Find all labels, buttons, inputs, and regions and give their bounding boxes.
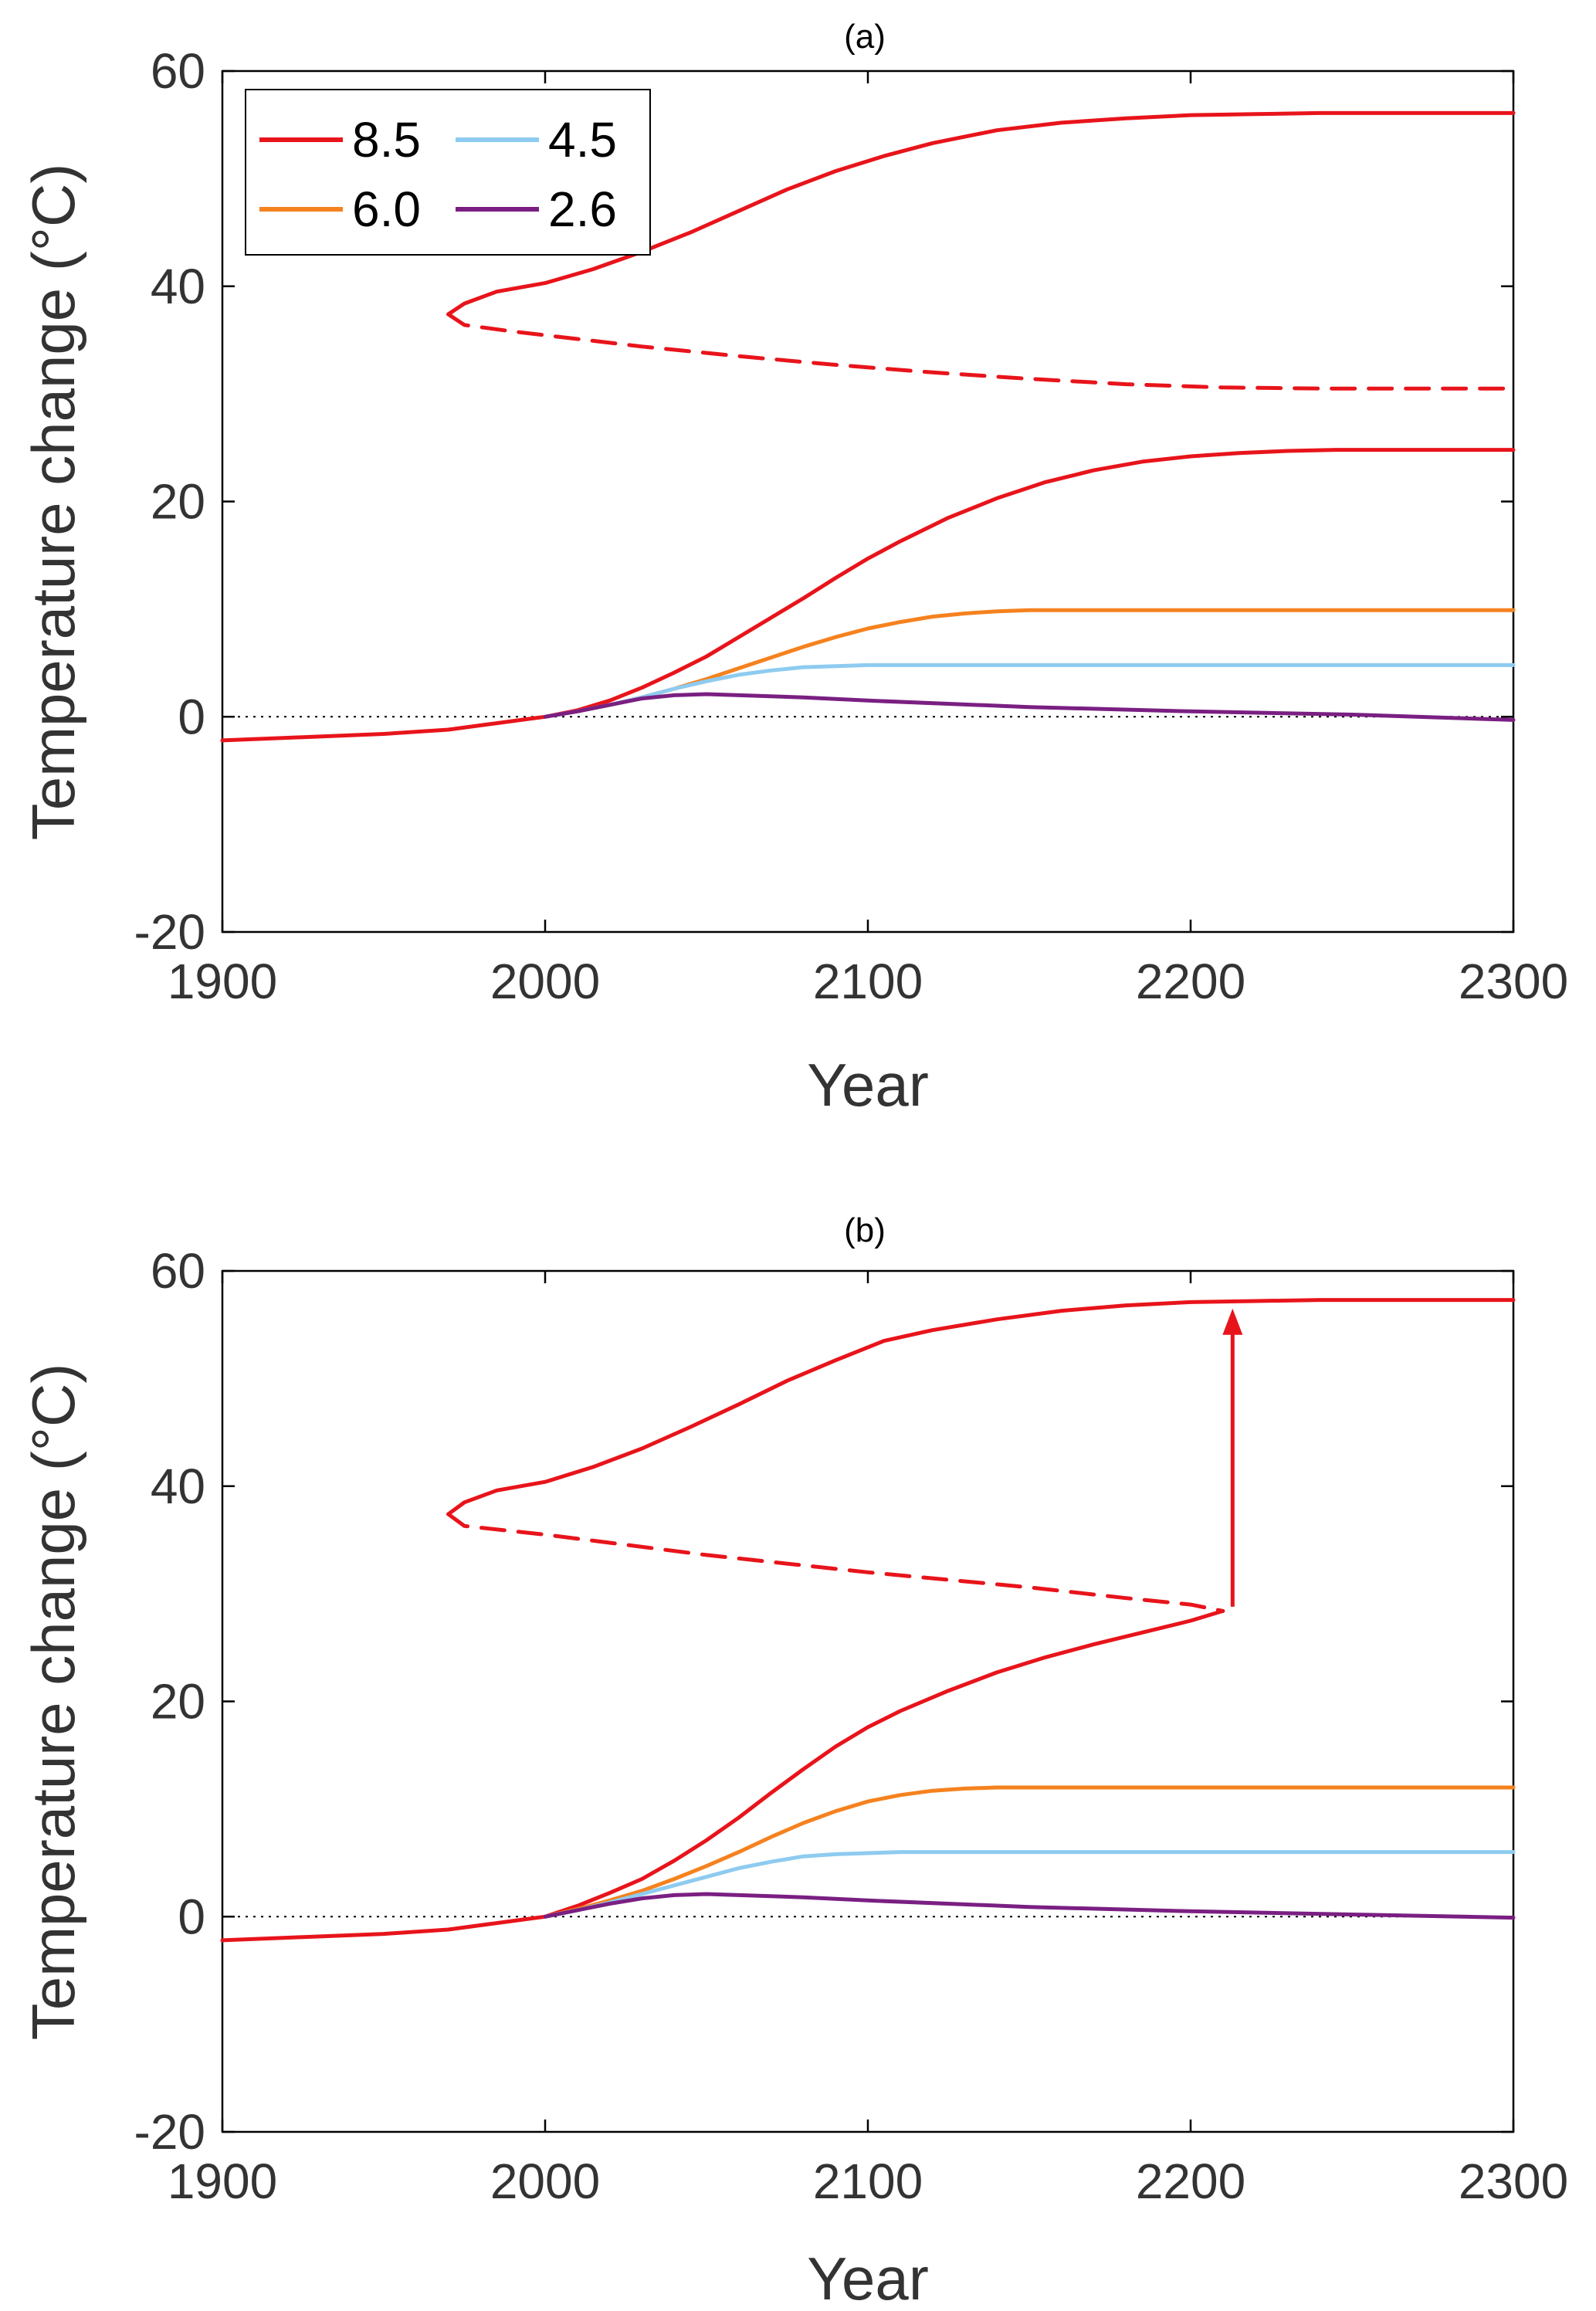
legend: 8.5 4.5 6.0 2.6 — [245, 89, 651, 256]
panel-a-ytick-labels: -20 0 20 40 60 — [134, 43, 206, 960]
panel-b-y-axis-label: Temperature change (°C) — [19, 1364, 87, 2041]
legend-label-6.0: 6.0 — [352, 181, 421, 237]
panel-b-x-axis-label: Year — [807, 2245, 929, 2311]
ytick-label: -20 — [134, 904, 206, 960]
series-8-5-upper-branch — [446, 110, 1516, 317]
panel-b-annotations — [1222, 1308, 1243, 1607]
ytick-label: 60 — [151, 43, 205, 99]
xtick-label: 2200 — [1136, 2153, 1245, 2209]
panel-b-ticks — [221, 1269, 1515, 2133]
panel-a-series — [220, 110, 1516, 743]
legend-label-4.5: 4.5 — [548, 112, 617, 168]
ytick-label: 20 — [151, 474, 205, 530]
legend-box — [245, 89, 651, 256]
xtick-label: 2100 — [813, 954, 923, 1009]
series-8-5 — [220, 1608, 1225, 1943]
ytick-label: 40 — [151, 259, 205, 314]
xtick-label: 2300 — [1459, 954, 1568, 1009]
ytick-label: 0 — [178, 1889, 205, 1944]
panel-a-title: (a) — [844, 18, 886, 56]
panel-b-series — [220, 1298, 1516, 1943]
legend-label-8.5: 8.5 — [352, 112, 421, 168]
panel-b-axes-box — [221, 1269, 1515, 2133]
panel-a-xtick-labels: 1900 2000 2100 2200 2300 — [168, 954, 1568, 1009]
panel-a-x-axis-label: Year — [807, 1051, 929, 1119]
panel-b: (b) -20 0 20 40 60 1900 2000 2100 2200 2… — [19, 1211, 1568, 2311]
ytick-label: 40 — [151, 1459, 205, 1514]
ytick-label: 0 — [178, 689, 205, 744]
xtick-label: 2300 — [1459, 2153, 1568, 2209]
xtick-label: 1900 — [168, 954, 277, 1009]
series-8-5 — [220, 448, 1516, 743]
panel-b-title: (b) — [844, 1211, 886, 1249]
tipping-arrow-head — [1222, 1308, 1243, 1335]
ytick-label: 60 — [151, 1243, 205, 1299]
panel-a-ticks — [221, 69, 1515, 934]
series-8-5-unstable-branch — [446, 312, 1516, 391]
ytick-label: 20 — [151, 1674, 205, 1730]
ytick-label: -20 — [134, 2104, 206, 2160]
series-2-6 — [543, 692, 1516, 722]
panel-a: (a) -20 0 20 40 60 1900 2000 2100 2200 2… — [19, 18, 1568, 1119]
series-2-6 — [543, 1892, 1516, 1920]
series-8-5-upper-branch — [446, 1298, 1516, 1516]
xtick-label: 2000 — [490, 2153, 600, 2209]
panel-b-ytick-labels: -20 0 20 40 60 — [134, 1243, 206, 2160]
series-8-5-unstable-branch — [446, 1512, 1225, 1613]
panel-a-y-axis-label: Temperature change (°C) — [19, 164, 87, 841]
xtick-label: 2000 — [490, 954, 600, 1009]
series-6-0 — [543, 1785, 1516, 1919]
panel-b-xtick-labels: 1900 2000 2100 2200 2300 — [168, 2153, 1568, 2209]
xtick-label: 2100 — [813, 2153, 923, 2209]
xtick-label: 1900 — [168, 2153, 277, 2209]
legend-label-2.6: 2.6 — [548, 181, 617, 237]
series-4-5 — [543, 662, 1516, 719]
xtick-label: 2200 — [1136, 954, 1245, 1009]
